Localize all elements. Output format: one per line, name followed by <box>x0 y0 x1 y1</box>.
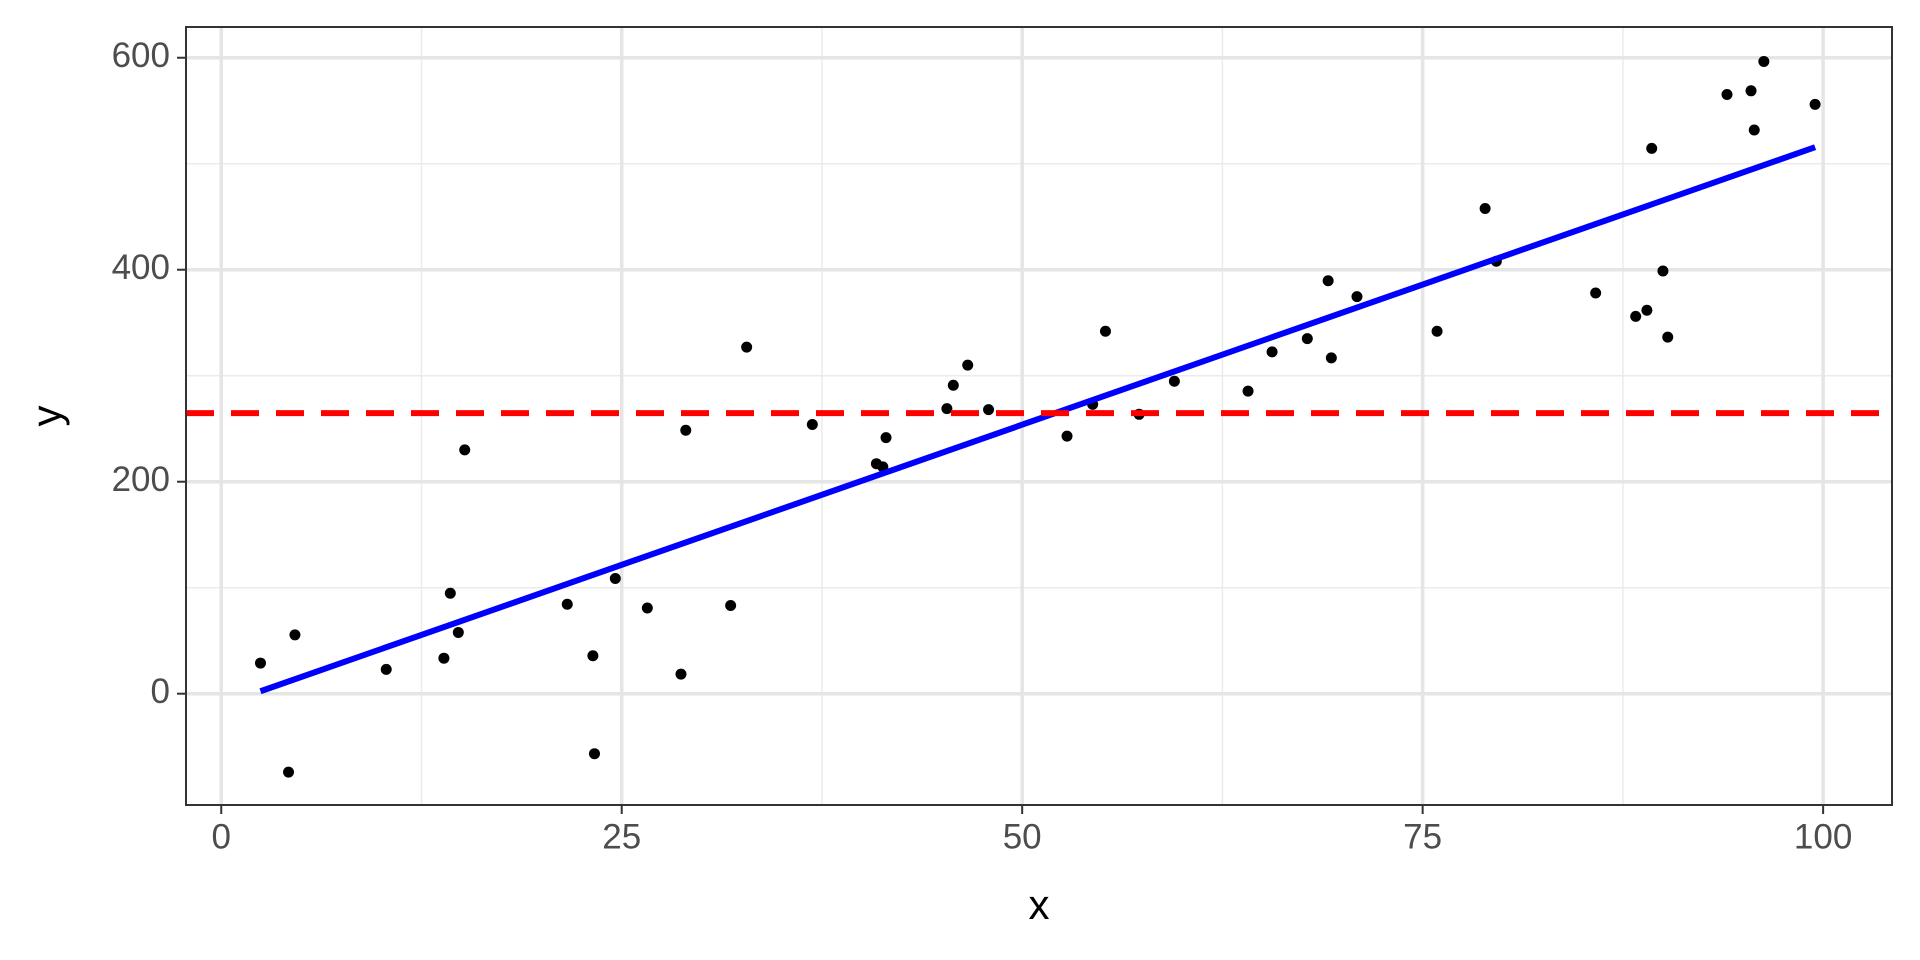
point <box>983 404 995 416</box>
point <box>1479 202 1491 214</box>
point <box>609 572 621 584</box>
point <box>1758 55 1770 67</box>
point <box>680 424 692 436</box>
point <box>1266 346 1278 358</box>
panel-border <box>185 26 1893 806</box>
point <box>459 444 471 456</box>
point <box>941 403 953 415</box>
y-tick-label: 400 <box>112 248 170 287</box>
point <box>561 598 573 610</box>
point <box>254 657 266 669</box>
point <box>1662 331 1674 343</box>
point <box>962 359 974 371</box>
point <box>587 650 599 662</box>
point <box>1641 304 1653 316</box>
point <box>1099 325 1111 337</box>
x-tick-label: 100 <box>1794 817 1852 856</box>
point <box>741 341 753 353</box>
point <box>380 663 392 675</box>
point <box>1351 291 1363 303</box>
x-tick-label: 0 <box>212 817 231 856</box>
point <box>880 432 892 444</box>
point <box>1646 142 1658 154</box>
point <box>289 629 301 641</box>
point <box>1630 310 1642 322</box>
point <box>806 418 818 430</box>
point <box>1242 385 1254 397</box>
point <box>675 668 687 680</box>
point <box>725 600 737 612</box>
x-axis-title: x <box>1029 881 1050 928</box>
point <box>438 652 450 664</box>
y-tick-label: 600 <box>112 36 170 75</box>
point <box>1721 89 1733 101</box>
x-tick-label: 75 <box>1403 817 1442 856</box>
point <box>1590 287 1602 299</box>
point <box>283 766 295 778</box>
point <box>1322 275 1334 287</box>
point <box>1061 430 1073 442</box>
point <box>1809 98 1821 110</box>
point <box>947 379 959 391</box>
point <box>1657 265 1669 277</box>
point <box>1431 325 1443 337</box>
point <box>1745 85 1757 97</box>
regression-line <box>259 144 1817 695</box>
point <box>1748 124 1760 136</box>
point <box>452 626 464 638</box>
point <box>588 748 600 760</box>
point <box>641 602 653 614</box>
point <box>1168 375 1180 387</box>
y-axis-title: y <box>23 406 70 427</box>
x-tick-label: 25 <box>602 817 641 856</box>
point <box>1301 333 1313 345</box>
x-tick-label: 50 <box>1003 817 1042 856</box>
y-tick-label: 200 <box>112 460 170 499</box>
point <box>1325 352 1337 364</box>
y-tick-label: 0 <box>151 672 170 711</box>
point <box>444 587 456 599</box>
